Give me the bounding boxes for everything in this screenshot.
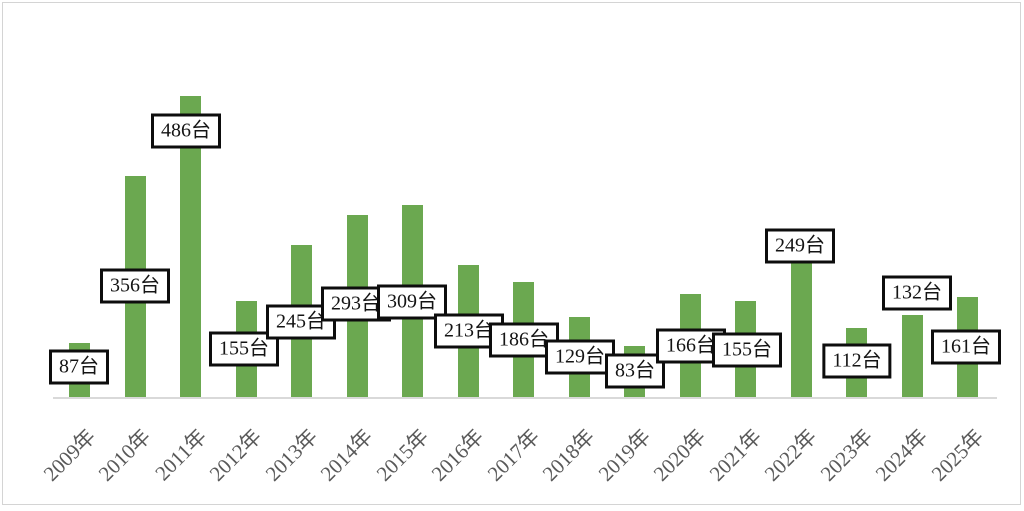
data-label-2025年: 161台 — [931, 329, 1001, 365]
x-tick-text: 2010年 — [93, 424, 156, 486]
data-label-2012年: 155台 — [209, 331, 279, 367]
bar-2011年 — [180, 96, 202, 397]
data-label-2009年: 87台 — [49, 349, 109, 385]
x-tick-text: 2019年 — [593, 424, 656, 486]
bar-2024年 — [901, 315, 923, 397]
data-label-2015年: 309台 — [377, 284, 447, 320]
x-tick-text: 2021年 — [704, 424, 767, 486]
x-tick-text: 2011年 — [150, 424, 212, 486]
bar-2022年 — [790, 243, 812, 397]
x-tick-text: 2009年 — [38, 424, 101, 486]
chart-frame: 2009年 2010年 2011年 2012年 2013年 2014年 2015年 2016年… — [2, 2, 1021, 505]
data-label-2011年: 486台 — [151, 113, 221, 149]
x-tick-text: 2015年 — [371, 424, 434, 486]
data-label-2022年: 249台 — [765, 228, 835, 264]
x-tick-text: 2016年 — [426, 424, 489, 486]
x-axis-line — [53, 397, 997, 399]
x-tick-text: 2024年 — [870, 424, 933, 486]
x-tick-text: 2022年 — [759, 424, 822, 486]
x-tick-text: 2012年 — [204, 424, 267, 486]
x-tick-text: 2018年 — [537, 424, 600, 486]
x-tick-text: 2014年 — [315, 424, 378, 486]
x-tick-text: 2025年 — [926, 424, 989, 486]
x-tick-text: 2020年 — [648, 424, 711, 486]
data-label-2023年: 112台 — [822, 343, 892, 379]
data-label-2021年: 155台 — [712, 332, 782, 368]
x-tick-text: 2023年 — [815, 424, 878, 486]
data-label-2020年: 166台 — [656, 328, 726, 364]
data-label-2010年: 356台 — [100, 268, 170, 304]
x-tick-text: 2013年 — [260, 424, 323, 486]
x-tick-text: 2017年 — [482, 424, 545, 486]
data-label-2024年: 132台 — [882, 275, 952, 311]
data-label-2018年: 129台 — [545, 339, 615, 375]
data-label-2019年: 83台 — [605, 353, 665, 389]
